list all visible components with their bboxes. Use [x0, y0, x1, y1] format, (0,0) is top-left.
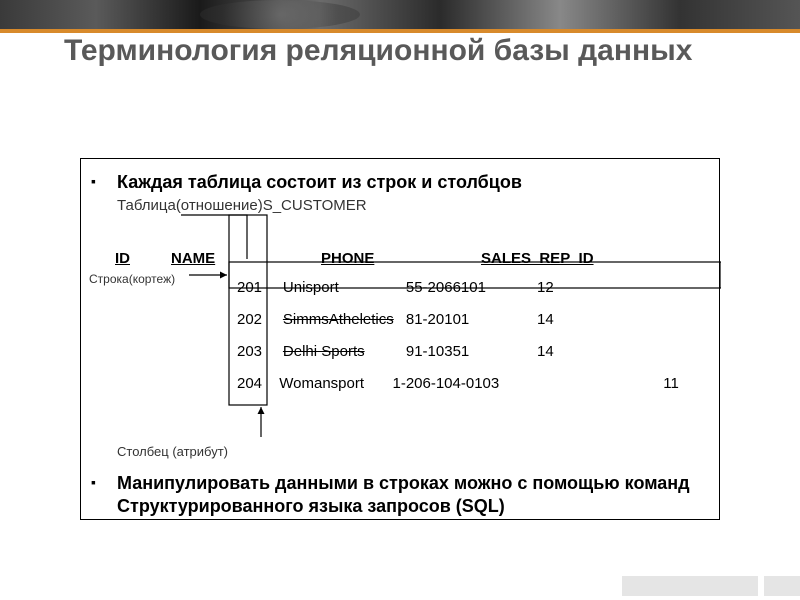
table-row: 204Womansport1-206-104-010311 [111, 367, 701, 399]
table-cell: Delhi Sports [283, 343, 406, 360]
table-row: 203Delhi Sports91-1035114 [111, 335, 701, 367]
label-column-attribute: Столбец (атрибут) [117, 444, 228, 459]
table-cell: 12 [537, 279, 701, 296]
table-cell: Womansport [279, 375, 392, 392]
table-cell: 91-10351 [406, 343, 537, 360]
slide-title: Терминология реляционной базы данных [64, 34, 770, 69]
table-cell: 11 [513, 375, 701, 392]
bullet-2: Манипулировать данными в строках можно с… [117, 472, 707, 517]
table-cell: SimmsAtheletics [283, 311, 406, 328]
table-row: 202SimmsAtheletics81-2010114 [111, 303, 701, 335]
table-cell: 201 [233, 279, 283, 296]
table-row: 201Unisport55-206610112 [111, 271, 701, 303]
table-cell: 14 [537, 343, 701, 360]
table-cell: 202 [233, 311, 283, 328]
footer-block-2 [764, 576, 800, 596]
accent-bar [0, 29, 800, 33]
col-header-phone: PHONE [321, 250, 481, 267]
footer-block-1 [622, 576, 758, 596]
sample-table: ID NAME PHONE SALES_REP_ID 201Unisport55… [111, 245, 701, 399]
content-box: Каждая таблица состоит из строк и столбц… [80, 158, 720, 520]
table-cell: 204 [233, 375, 279, 392]
header-decorative-strip [0, 0, 800, 29]
table-cell: 81-20101 [406, 311, 537, 328]
col-header-sales: SALES_REP_ID [481, 250, 681, 267]
table-cell: Unisport [283, 279, 406, 296]
col-header-id: ID [111, 250, 171, 267]
table-cell: 203 [233, 343, 283, 360]
bullet-1: Каждая таблица состоит из строк и столбц… [117, 171, 707, 194]
label-table-relation: Таблица(отношение)S_CUSTOMER [117, 197, 367, 214]
table-header-row: ID NAME PHONE SALES_REP_ID [111, 245, 701, 271]
table-cell: 55-2066101 [406, 279, 537, 296]
table-cell: 14 [537, 311, 701, 328]
col-header-name: NAME [171, 250, 321, 267]
table-cell: 1-206-104-0103 [392, 375, 513, 392]
